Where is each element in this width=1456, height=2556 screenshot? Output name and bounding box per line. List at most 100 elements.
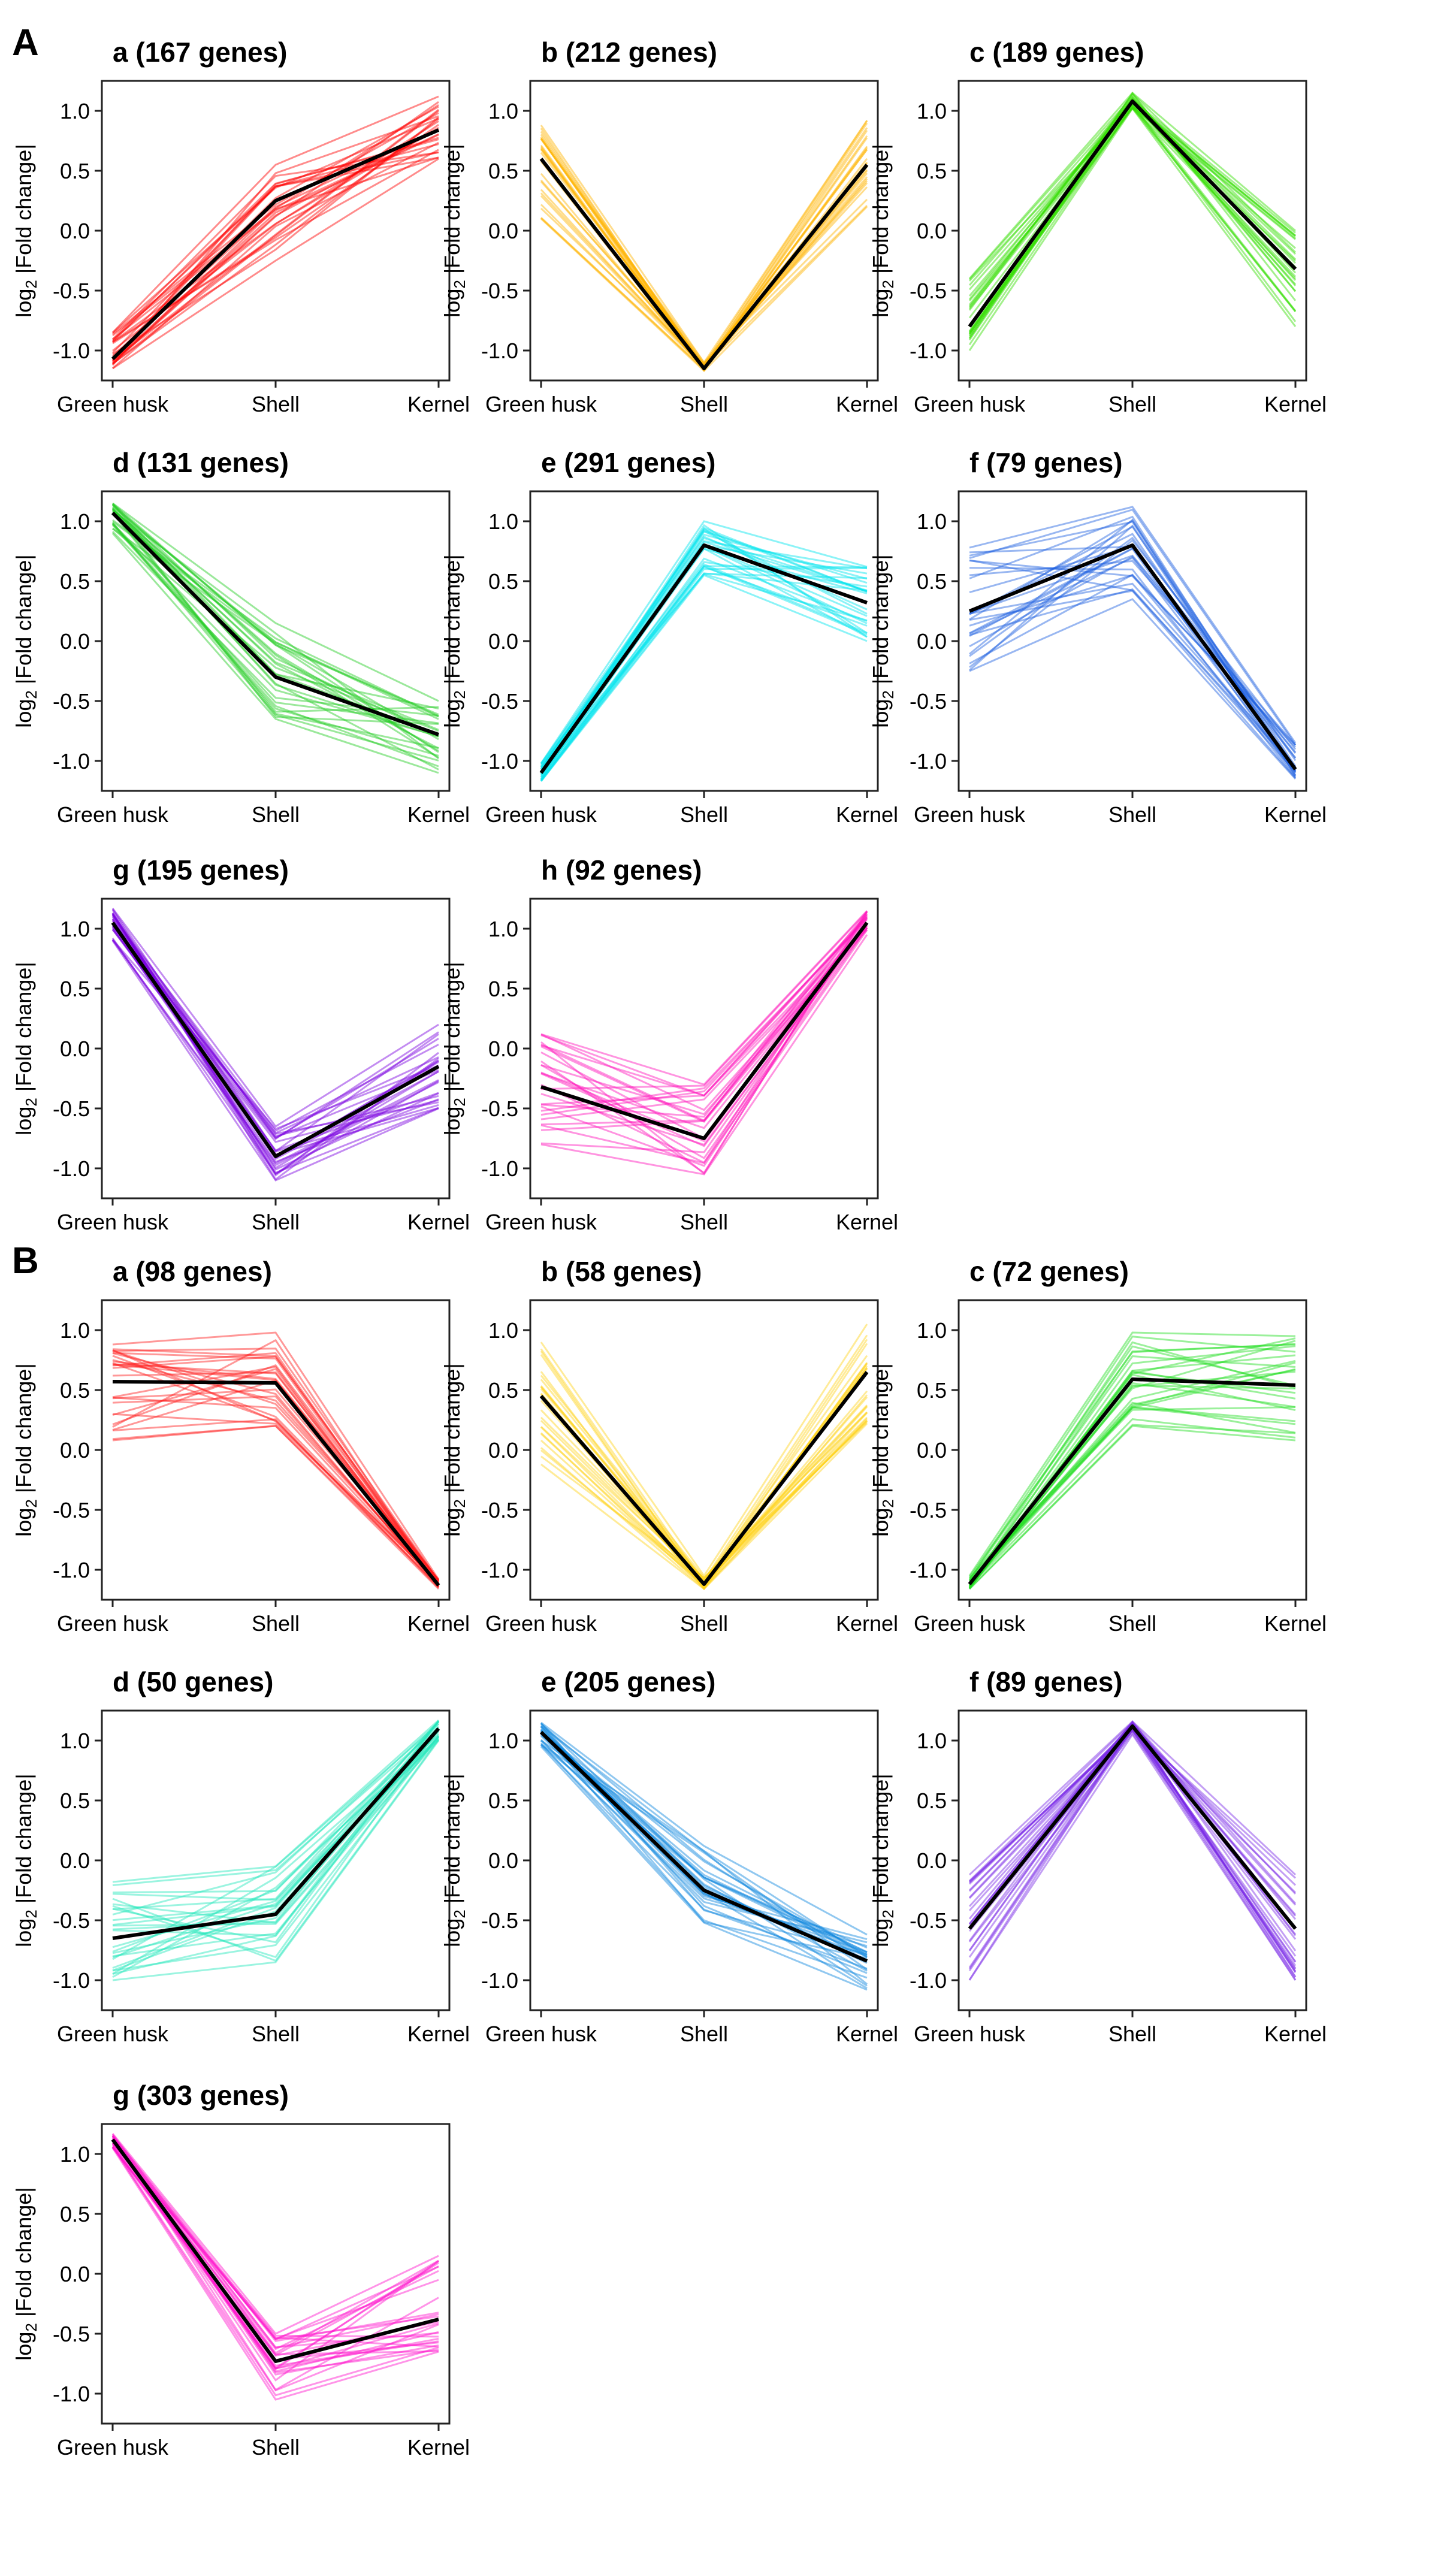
gene-line	[969, 518, 1297, 777]
gene-line	[111, 918, 439, 1137]
chart-title: b (58 genes)	[541, 1256, 702, 1287]
envelope-line-max	[969, 506, 1297, 744]
cluster-chart: d (131 genes) log2 |Fold change| 1.0 0.5 0.0…	[11, 447, 470, 827]
y-tick-label: -0.5	[481, 1096, 518, 1121]
x-tick-label: Shell	[680, 2022, 728, 2046]
gene-line	[540, 924, 868, 1129]
gene-line	[111, 507, 439, 725]
gene-line	[111, 134, 439, 362]
gene-line	[968, 98, 1297, 286]
gene-line	[968, 93, 1297, 311]
mean-profile-line	[539, 158, 869, 370]
y-tick-label: 1.0	[488, 99, 518, 123]
gene-line	[540, 535, 868, 770]
gene-line	[540, 1725, 868, 1985]
y-tick-label: 0.5	[488, 569, 518, 594]
gene-line	[968, 1361, 1296, 1585]
y-tick-label: -0.5	[53, 279, 90, 303]
gene-line	[540, 561, 868, 776]
gene-line	[969, 560, 1297, 746]
gene-line	[968, 1721, 1297, 1951]
panel-label-a: A	[12, 22, 39, 64]
y-axis-label: log2 |Fold change|	[868, 1774, 897, 1947]
gene-line	[112, 1397, 440, 1586]
gene-line	[540, 547, 868, 775]
envelope-line-max	[112, 1719, 440, 1883]
gene-line	[540, 1729, 868, 1959]
gene-line	[968, 1401, 1296, 1582]
gene-line	[112, 1355, 440, 1585]
gene-line	[111, 101, 439, 364]
y-tick-label: -0.5	[481, 1498, 518, 1522]
gene-line	[540, 1371, 868, 1590]
y-axis-label: log2 |Fold change|	[11, 554, 40, 727]
y-tick-label: 1.0	[60, 509, 90, 534]
gene-profile-lines	[112, 1331, 440, 1590]
x-tick-label: Green husk	[914, 802, 1026, 827]
gene-line	[112, 1339, 440, 1588]
gene-line	[111, 937, 439, 1176]
gene-line	[111, 2135, 439, 2342]
gene-line	[540, 1739, 868, 1958]
gene-line	[111, 915, 439, 1153]
y-tick-label: 0.5	[60, 2202, 90, 2226]
y-tick-label: 0.5	[488, 159, 518, 183]
y-tick-label: -0.5	[53, 1498, 90, 1522]
gene-line	[111, 926, 439, 1159]
y-tick-label: 1.0	[60, 2142, 90, 2167]
gene-line	[112, 1364, 440, 1582]
envelope-line-min	[112, 1425, 440, 1590]
gene-line	[540, 545, 868, 778]
gene-line	[112, 1736, 440, 1978]
gene-line	[540, 557, 868, 781]
y-tick-label: 0.0	[60, 1037, 90, 1061]
y-tick-label: -0.5	[481, 279, 518, 303]
y-tick-label: 0.0	[60, 1438, 90, 1463]
gene-line	[112, 1735, 440, 1972]
gene-line	[540, 1386, 868, 1581]
gene-line	[111, 2144, 439, 2367]
chart-title: d (131 genes)	[113, 447, 289, 478]
x-tick-label: Shell	[1108, 1611, 1156, 1636]
x-tick-label: Shell	[252, 2435, 300, 2460]
gene-line	[540, 1412, 868, 1590]
x-tick-label: Green husk	[57, 802, 169, 827]
y-tick-label: -0.5	[481, 689, 518, 714]
y-tick-label: 0.0	[60, 2262, 90, 2286]
y-tick-label: 1.0	[60, 917, 90, 941]
y-tick-label: -1.0	[53, 1558, 90, 1582]
gene-line	[969, 582, 1297, 768]
gene-line	[111, 2134, 439, 2349]
gene-line	[112, 1352, 440, 1587]
gene-line	[112, 1730, 440, 1954]
gene-line	[969, 515, 1297, 773]
gene-line	[112, 1728, 440, 1959]
gene-line	[112, 1348, 440, 1582]
gene-line	[540, 913, 868, 1122]
x-tick-label: Green husk	[914, 2022, 1026, 2046]
gene-line	[111, 129, 439, 363]
gene-line	[112, 1363, 440, 1581]
envelope-line-min	[540, 934, 868, 1176]
gene-line	[111, 2138, 439, 2341]
x-tick-label: Green husk	[485, 392, 597, 416]
gene-line	[540, 1732, 868, 1954]
gene-line	[111, 2146, 439, 2370]
x-tick-label: Shell	[252, 802, 300, 827]
y-tick-label: 0.5	[917, 1378, 947, 1403]
gene-line	[111, 939, 439, 1165]
gene-line	[112, 1360, 440, 1581]
gene-line	[540, 1374, 868, 1579]
gene-line	[540, 540, 868, 768]
cluster-chart: c (72 genes) log2 |Fold change| 1.0 0.5 0.0 -…	[868, 1256, 1327, 1636]
gene-line	[540, 1421, 868, 1579]
gene-line	[969, 521, 1297, 776]
y-axis-label: log2 |Fold change|	[440, 144, 469, 317]
envelope-line-min	[112, 158, 439, 370]
gene-line	[112, 1388, 440, 1582]
gene-line	[969, 539, 1297, 750]
gene-line	[111, 908, 439, 1153]
y-axis-label: log2 |Fold change|	[11, 1774, 40, 1947]
envelope-line-min	[112, 1740, 440, 1981]
